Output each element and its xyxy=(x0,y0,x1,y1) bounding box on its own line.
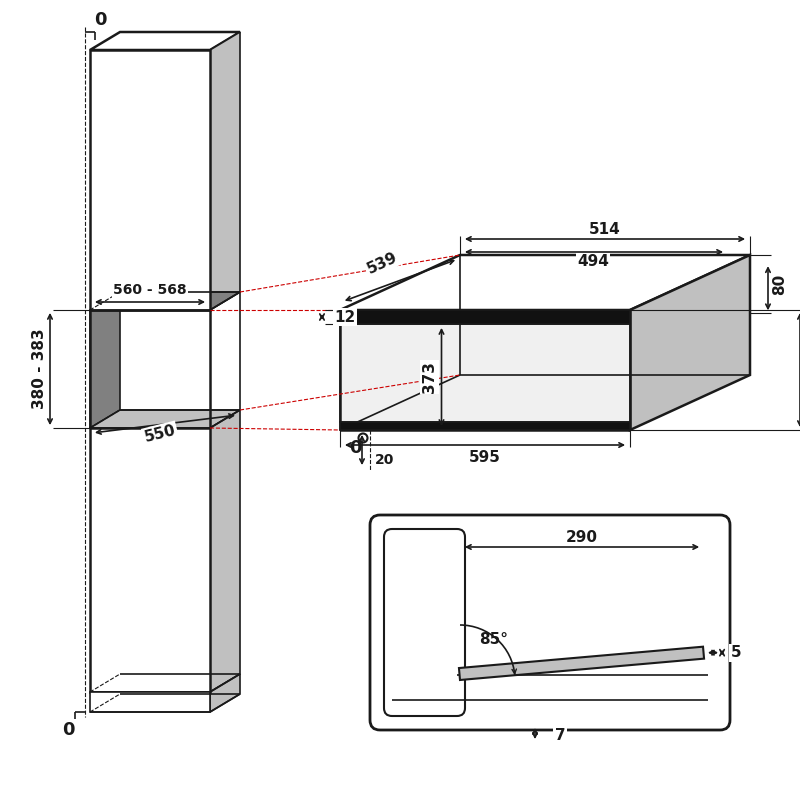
Polygon shape xyxy=(210,674,240,712)
Text: 550: 550 xyxy=(142,422,178,445)
Text: 7: 7 xyxy=(554,727,566,742)
Text: 20: 20 xyxy=(375,453,394,467)
Polygon shape xyxy=(90,692,210,712)
Polygon shape xyxy=(459,646,704,680)
Polygon shape xyxy=(210,32,240,310)
Text: 0: 0 xyxy=(62,721,74,739)
Text: 290: 290 xyxy=(566,530,598,545)
Text: 5: 5 xyxy=(730,645,742,660)
Text: 12: 12 xyxy=(334,310,356,325)
Polygon shape xyxy=(90,292,240,310)
Text: 560 - 568: 560 - 568 xyxy=(113,283,187,297)
Text: 80: 80 xyxy=(773,274,787,294)
Text: 494: 494 xyxy=(577,254,609,270)
Polygon shape xyxy=(340,422,630,430)
Polygon shape xyxy=(90,32,240,50)
Polygon shape xyxy=(340,310,630,324)
Text: 0: 0 xyxy=(94,11,106,29)
Polygon shape xyxy=(90,50,210,310)
Polygon shape xyxy=(340,324,630,422)
Polygon shape xyxy=(210,410,240,692)
Text: 380 - 383: 380 - 383 xyxy=(33,329,47,410)
FancyBboxPatch shape xyxy=(384,529,465,716)
Text: 0: 0 xyxy=(349,439,362,457)
Text: 514: 514 xyxy=(589,222,621,237)
Polygon shape xyxy=(90,428,210,692)
Text: 595: 595 xyxy=(469,450,501,465)
Polygon shape xyxy=(630,255,750,430)
Text: 85°: 85° xyxy=(479,632,508,647)
Polygon shape xyxy=(90,410,240,428)
FancyBboxPatch shape xyxy=(370,515,730,730)
Text: 373: 373 xyxy=(422,361,437,393)
Text: 539: 539 xyxy=(364,250,400,277)
Polygon shape xyxy=(340,255,750,310)
Polygon shape xyxy=(90,292,120,428)
